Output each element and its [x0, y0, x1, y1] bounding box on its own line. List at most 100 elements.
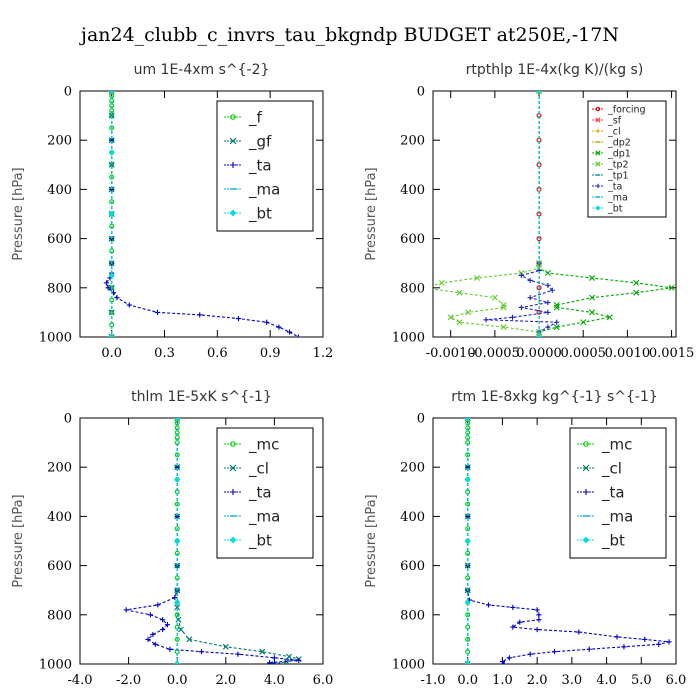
- legend: _forcing_sf_cl_dp2_dp1_tp2_tp1_ta_ma_bt: [587, 100, 667, 218]
- data-point: [160, 626, 166, 633]
- legend-entry-label: _ta: [248, 484, 272, 503]
- data-point: [174, 636, 180, 642]
- x-tick-label: 2.0: [527, 673, 548, 688]
- data-point: [485, 602, 492, 608]
- x-tick-label: 2.0: [215, 673, 236, 688]
- legend-marker: [230, 114, 236, 120]
- x-tick-label: 0.0010: [605, 346, 651, 361]
- legend-marker: [229, 137, 237, 145]
- legend-entry-label: _f: [248, 109, 263, 128]
- data-point: [108, 91, 115, 95]
- data-point: [175, 616, 182, 623]
- legend: _mc _cl _ta _ma _bt: [569, 427, 667, 559]
- data-point: [456, 319, 463, 326]
- data-point: [108, 91, 115, 94]
- panels: um 1E-4xm s^{-2} Pressure [hPa] 0 200 400 600…: [11, 62, 694, 688]
- data-point: [123, 607, 129, 613]
- panel-title: rtpthlp 1E-4x(kg K)/(kg s): [466, 62, 644, 78]
- x-tick-label: -0.0010: [426, 346, 476, 361]
- data-point: [152, 641, 158, 647]
- data-point: [174, 452, 180, 458]
- y-tick-label: 800: [47, 281, 72, 296]
- series-bt: [108, 91, 115, 337]
- data-point: [264, 319, 270, 325]
- y-tick-label: 0: [417, 85, 425, 100]
- data-point: [286, 329, 293, 335]
- legend-marker: [582, 464, 590, 472]
- data-point: [633, 289, 640, 296]
- legend-entry-label: _cl: [607, 127, 621, 138]
- data-point: [534, 626, 540, 633]
- data-point: [160, 617, 166, 623]
- legend-entry-label: _ma: [248, 181, 280, 200]
- data-point: [518, 272, 524, 279]
- data-point: [285, 653, 292, 660]
- data-point: [464, 537, 471, 545]
- data-point: [174, 604, 181, 611]
- data-point: [633, 279, 640, 286]
- data-point: [271, 661, 277, 664]
- data-point: [545, 299, 551, 306]
- panel-title: thlm 1E-5xK s^{-1}: [131, 389, 272, 405]
- data-point: [465, 501, 471, 507]
- y-tick-label: 200: [400, 134, 425, 149]
- data-point: [483, 317, 489, 323]
- data-point: [174, 418, 181, 422]
- legend-marker: [230, 489, 236, 495]
- legend-marker: [582, 536, 590, 544]
- x-tick-label: 5.0: [631, 673, 652, 688]
- data-point: [501, 661, 507, 664]
- x-tick-label: 1.2: [313, 346, 334, 361]
- data-point: [295, 334, 301, 337]
- data-point: [554, 319, 560, 325]
- x-tick-label: 6.0: [666, 673, 687, 688]
- data-point: [666, 639, 672, 645]
- data-point: [500, 324, 507, 331]
- data-point: [474, 274, 481, 281]
- y-axis-label: Pressure [hPa]: [364, 167, 379, 260]
- y-tick-label: 1000: [392, 331, 425, 346]
- data-point: [544, 270, 551, 277]
- y-tick-label: 800: [400, 281, 425, 296]
- legend-marker: [595, 117, 601, 123]
- data-point: [536, 91, 543, 95]
- x-tick-label: 0.0: [457, 673, 478, 688]
- data-point: [105, 285, 111, 291]
- legend-entry-label: _ta: [607, 182, 622, 193]
- series-group: [103, 91, 301, 337]
- data-point: [296, 657, 302, 663]
- y-tick-label: 600: [400, 232, 425, 247]
- y-tick-label: 400: [400, 510, 425, 525]
- chart-panel-2: rtpthlp 1E-4x(kg K)/(kg s) Pressure [hPa]…: [364, 62, 694, 361]
- x-tick-label: 0.0: [167, 673, 188, 688]
- data-point: [586, 646, 592, 652]
- legend-marker: [595, 161, 601, 167]
- data-point: [108, 334, 115, 337]
- data-point: [576, 629, 582, 635]
- x-tick-label: 0.0015: [649, 346, 695, 361]
- legend-entry-label: _bt: [248, 205, 272, 224]
- data-point: [109, 174, 115, 180]
- data-point: [549, 287, 555, 293]
- data-point: [464, 418, 471, 422]
- legend-entry-label: _ma: [601, 508, 633, 527]
- x-tick-label: -0.0005: [470, 346, 520, 361]
- panel-title: rtm 1E-8xkg kg^{-1} s^{-1}: [451, 389, 658, 405]
- data-point: [109, 309, 115, 315]
- legend-entry-label: _mc: [601, 436, 632, 455]
- legend-entry-label: _sf: [607, 116, 622, 127]
- data-point: [506, 655, 512, 661]
- legend-entry-label: _gf: [248, 133, 272, 152]
- series-line: [126, 418, 299, 664]
- legend-marker: [595, 205, 601, 211]
- data-point: [198, 649, 205, 655]
- x-tick-label: -2.0: [116, 673, 141, 688]
- y-axis-label: Pressure [hPa]: [11, 167, 26, 260]
- data-point: [174, 418, 181, 421]
- data-point: [222, 643, 229, 650]
- data-point: [545, 282, 551, 288]
- data-point: [109, 125, 115, 131]
- x-tick-label: 1.0: [492, 673, 513, 688]
- data-point: [545, 324, 551, 330]
- data-point: [438, 279, 445, 286]
